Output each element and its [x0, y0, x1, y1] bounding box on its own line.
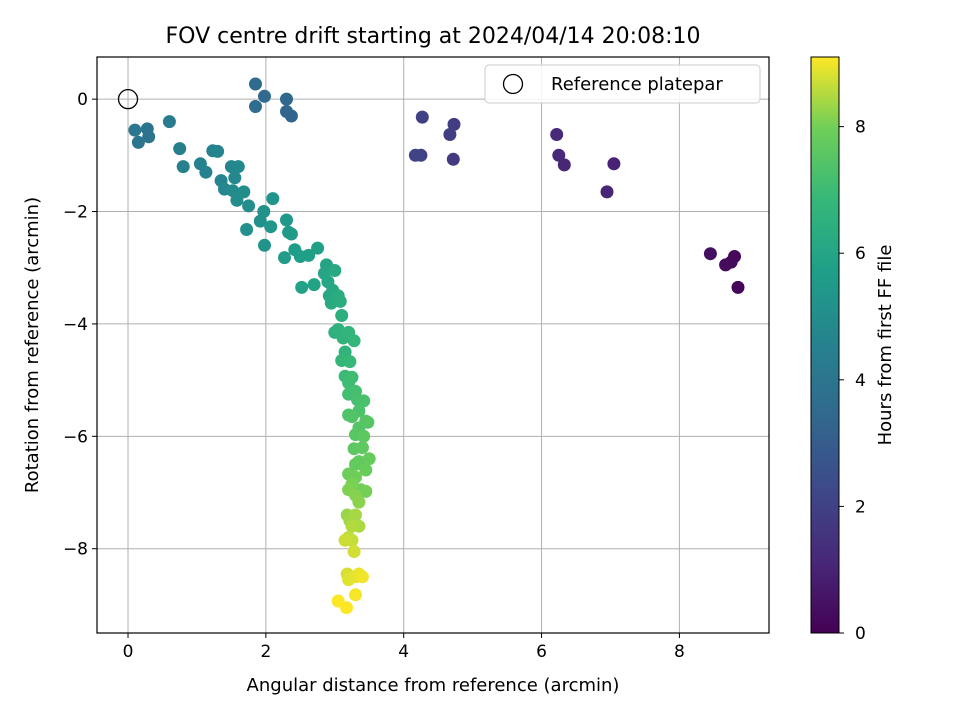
data-point — [345, 410, 359, 424]
data-point — [347, 545, 361, 558]
data-point — [355, 441, 369, 455]
data-point — [352, 495, 366, 509]
y-tick-label: −8 — [63, 540, 88, 560]
data-point — [349, 588, 362, 602]
data-point — [280, 105, 293, 118]
data-point — [731, 280, 745, 294]
plot-frame — [96, 56, 770, 634]
colorbar: 0 2 4 6 8 Hours from first FF file — [810, 56, 896, 644]
data-point — [703, 247, 717, 261]
data-point — [600, 185, 614, 199]
data-point — [242, 199, 256, 213]
data-point — [249, 100, 262, 113]
data-point — [237, 185, 251, 199]
colorbar-tick-label: 6 — [855, 244, 866, 264]
data-point — [357, 429, 371, 443]
data-point — [328, 264, 342, 277]
colorbar-tick-label: 8 — [855, 118, 866, 138]
legend-label: Reference platepar — [551, 74, 723, 95]
data-point — [266, 192, 280, 206]
data-point — [258, 89, 271, 103]
grid-lines — [97, 57, 769, 633]
reference-marker — [117, 88, 139, 110]
data-point — [345, 370, 359, 384]
x-tick-label: 0 — [123, 642, 134, 662]
x-tick-label: 8 — [674, 642, 685, 662]
data-point — [249, 77, 262, 91]
colorbar-tick-label: 2 — [855, 497, 866, 517]
data-point — [240, 223, 254, 236]
colorbar-ticks: 0 2 4 6 8 — [839, 118, 866, 644]
data-point — [335, 309, 349, 322]
y-tick-label: −6 — [63, 427, 88, 447]
data-point — [550, 128, 564, 141]
data-points — [128, 77, 745, 615]
data-point — [343, 355, 357, 369]
x-axis-ticks: 0 2 4 6 8 — [123, 633, 685, 662]
y-axis-label: Rotation from reference (arcmin) — [22, 197, 43, 493]
data-point — [278, 251, 291, 265]
data-point — [607, 157, 621, 171]
data-point — [361, 415, 375, 429]
data-point — [307, 278, 321, 292]
colorbar-label: Hours from first FF file — [875, 245, 896, 446]
data-point — [280, 92, 293, 106]
data-point — [173, 142, 187, 156]
x-tick-label: 6 — [536, 642, 547, 662]
data-point — [140, 122, 154, 136]
data-point — [349, 457, 362, 471]
data-point — [359, 484, 373, 498]
reference-platepar-marker — [117, 88, 139, 110]
x-tick-label: 2 — [260, 642, 271, 662]
chart-title: FOV centre drift starting at 2024/04/14 … — [166, 24, 701, 49]
data-point — [228, 171, 242, 185]
data-point — [355, 570, 369, 584]
data-point — [128, 123, 142, 137]
data-point — [347, 334, 361, 348]
data-point — [284, 227, 298, 241]
y-tick-label: −4 — [63, 315, 88, 335]
data-point — [557, 158, 571, 172]
colorbar-tick-label: 4 — [855, 371, 866, 391]
data-point — [176, 160, 190, 174]
data-point — [408, 148, 422, 162]
data-point — [359, 463, 373, 477]
data-point — [415, 110, 429, 124]
data-point — [257, 205, 271, 218]
legend-marker — [502, 73, 524, 95]
data-point — [719, 258, 733, 272]
y-axis-ticks: 0 −2 −4 −6 −8 — [63, 90, 97, 560]
data-point — [131, 135, 145, 149]
data-point — [552, 148, 566, 162]
data-point — [211, 144, 225, 158]
colorbar-gradient — [810, 56, 840, 634]
data-point — [362, 452, 376, 466]
x-tick-label: 4 — [398, 642, 409, 662]
data-point — [258, 238, 271, 252]
data-point — [357, 394, 371, 408]
data-point — [345, 519, 359, 533]
data-point — [447, 117, 461, 131]
data-point — [302, 248, 316, 262]
y-tick-label: −2 — [63, 203, 88, 223]
data-point — [443, 128, 457, 141]
y-tick-label: 0 — [77, 90, 88, 110]
data-point — [231, 160, 245, 174]
colorbar-tick-label: 0 — [855, 624, 866, 644]
data-point — [340, 601, 353, 615]
data-point — [162, 115, 176, 129]
data-point — [446, 152, 460, 166]
data-point — [333, 294, 347, 308]
data-point — [349, 508, 362, 522]
data-point — [338, 533, 352, 547]
legend: Reference platepar — [484, 64, 761, 104]
data-point — [295, 280, 309, 294]
legend-box — [484, 64, 761, 104]
data-point — [311, 241, 325, 255]
data-point — [280, 213, 293, 227]
data-point — [264, 220, 278, 234]
x-axis-label: Angular distance from reference (arcmin) — [247, 675, 620, 696]
data-point — [199, 165, 213, 179]
